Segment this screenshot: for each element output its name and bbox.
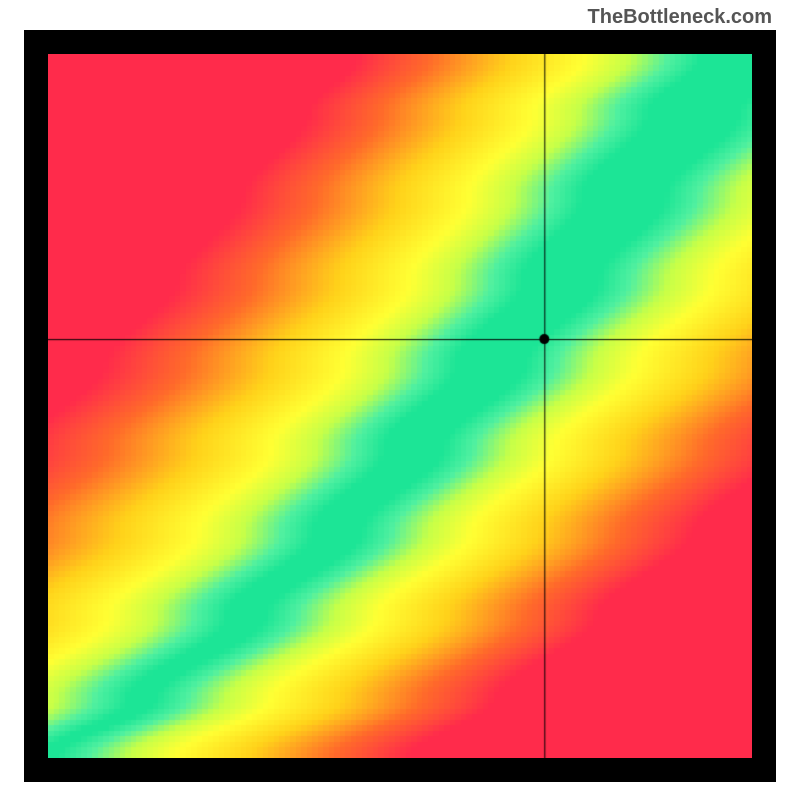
heatmap-canvas xyxy=(48,54,752,758)
attribution-text: TheBottleneck.com xyxy=(588,6,772,29)
chart-container: TheBottleneck.com xyxy=(0,0,800,800)
plot-frame xyxy=(24,30,776,782)
